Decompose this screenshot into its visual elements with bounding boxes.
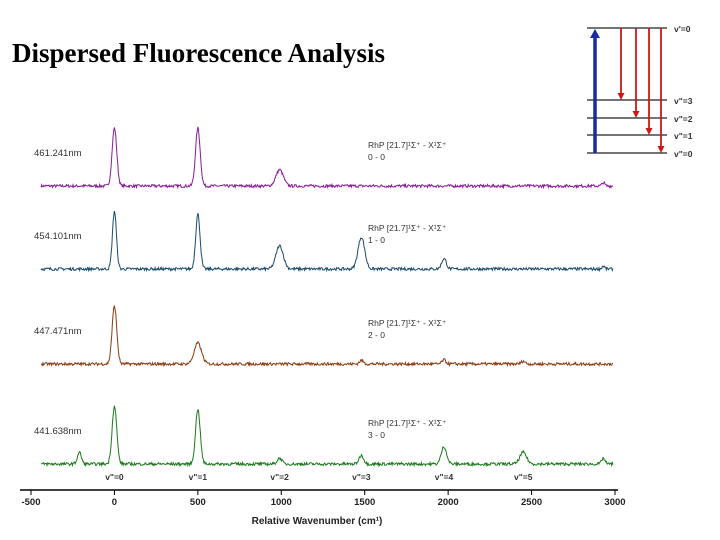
- spectrum-trace: [40, 304, 614, 368]
- x-tick-label: 1500: [354, 497, 375, 508]
- spectrum-3: 447.471nm RhP [21.7]¹Σ⁺ - X¹Σ⁺ 2 - 0: [34, 304, 614, 368]
- vibrational-peak-label: v"=3: [352, 472, 371, 482]
- vibrational-band-label: 2 - 0: [368, 330, 385, 340]
- page-title: Dispersed Fluorescence Analysis: [12, 38, 385, 68]
- fluorescence-spectra-chart: 461.241nm RhP [21.7]¹Σ⁺ - X¹Σ⁺ 0 - 0 454.10…: [20, 126, 626, 527]
- x-tick-label: -500: [21, 497, 40, 508]
- band-assignment-label: RhP [21.7]¹Σ⁺ - X¹Σ⁺: [368, 223, 447, 233]
- x-axis-label: Relative Wavenumber (cm¹): [252, 516, 383, 527]
- x-tick-label: 1000: [271, 497, 292, 508]
- vibrational-peak-label: v"=4: [435, 472, 454, 482]
- vibrational-peak-label: v"=5: [514, 472, 533, 482]
- lower-level-label: v"=2: [674, 114, 693, 124]
- excitation-arrowhead: [590, 29, 600, 38]
- emission-arrowhead: [632, 111, 640, 118]
- emission-arrowhead: [617, 93, 625, 100]
- emission-arrowhead: [657, 146, 665, 153]
- x-tick-label: 2000: [438, 497, 459, 508]
- spectrum-trace: [40, 210, 614, 273]
- energy-level-diagram: v'=0 v"=3 v"=2 v"=1 v"=0: [587, 24, 693, 159]
- vibrational-band-label: 1 - 0: [368, 235, 385, 245]
- vibrational-peak-label: v"=1: [189, 472, 208, 482]
- excitation-wavelength-label: 461.241nm: [34, 148, 82, 159]
- spectrum-trace: [40, 405, 614, 468]
- band-assignment-label: RhP [21.7]¹Σ⁺ - X¹Σ⁺: [368, 318, 447, 328]
- x-tick-label: 500: [190, 497, 206, 508]
- spectrum-4: 441.638nm RhP [21.7]¹Σ⁺ - X¹Σ⁺ 3 - 0: [34, 405, 614, 468]
- excitation-wavelength-label: 447.471nm: [34, 326, 82, 337]
- x-tick-label: 0: [112, 497, 117, 508]
- band-assignment-label: RhP [21.7]¹Σ⁺ - X¹Σ⁺: [368, 418, 447, 428]
- excitation-wavelength-label: 454.101nm: [34, 231, 82, 242]
- upper-level-label: v'=0: [674, 24, 691, 34]
- spectra-plot-area: 461.241nm RhP [21.7]¹Σ⁺ - X¹Σ⁺ 0 - 0 454.10…: [34, 126, 614, 468]
- spectrum-2: 454.101nm RhP [21.7]¹Σ⁺ - X¹Σ⁺ 1 - 0: [34, 210, 614, 273]
- spectrum-1: 461.241nm RhP [21.7]¹Σ⁺ - X¹Σ⁺ 0 - 0: [34, 126, 614, 190]
- vibrational-band-label: 3 - 0: [368, 430, 385, 440]
- spectrum-trace: [40, 126, 614, 190]
- vibrational-band-label: 0 - 0: [368, 152, 385, 162]
- lower-level-label: v"=3: [674, 96, 693, 106]
- band-assignment-label: RhP [21.7]¹Σ⁺ - X¹Σ⁺: [368, 140, 447, 150]
- x-axis: -500 0 500 1000 1500 2000 2500 3000 v"=0 v"=1 v"=2…: [21, 472, 625, 508]
- excitation-wavelength-label: 441.638nm: [34, 426, 82, 437]
- energy-levels: v'=0 v"=3 v"=2 v"=1 v"=0: [587, 24, 693, 159]
- x-tick-label: 2500: [521, 497, 542, 508]
- lower-level-label: v"=0: [674, 149, 693, 159]
- lower-level-label: v"=1: [674, 131, 693, 141]
- emission-arrowhead: [645, 128, 653, 135]
- vibrational-peak-label: v"=2: [270, 472, 289, 482]
- x-tick-label: 3000: [604, 497, 625, 508]
- vibrational-peak-label: v"=0: [105, 472, 124, 482]
